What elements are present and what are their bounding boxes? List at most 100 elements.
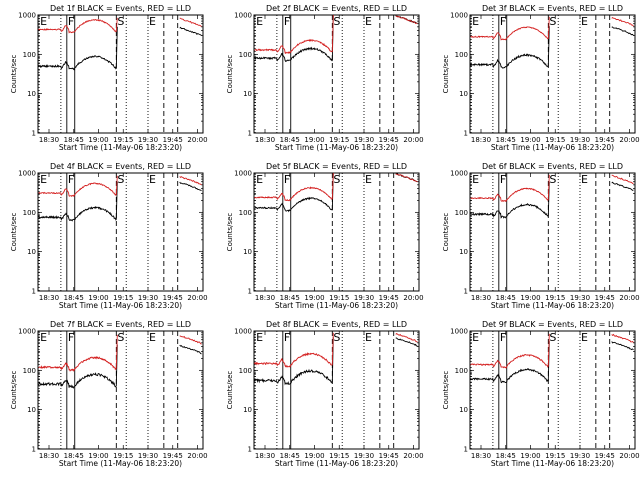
x-axis-label: Start Time (11-May-06 18:23:20) (59, 459, 182, 468)
series-lld-late (395, 15, 418, 25)
series-events (254, 172, 334, 213)
y-tick-label: 1 (32, 130, 36, 138)
x-tick-label: 18:45 (280, 294, 300, 302)
x-tick-label: 19:45 (163, 136, 183, 144)
y-axis-label: Counts/sec (10, 213, 18, 252)
x-tick-label: 19:45 (379, 452, 399, 460)
plot-frame (253, 330, 420, 450)
y-tick-label: 1 (464, 288, 468, 296)
annotation-label: E (581, 15, 588, 28)
y-tick-label: 1 (464, 130, 468, 138)
y-axis-label: Counts/sec (226, 371, 234, 410)
x-tick-label: 18:45 (496, 294, 516, 302)
y-tick-label: 1000 (234, 12, 252, 20)
x-tick-label: 19:45 (379, 136, 399, 144)
annotation-label: S (333, 173, 340, 186)
y-tick-label: 1000 (18, 170, 36, 178)
annotation-label: E (365, 331, 372, 344)
y-axis-label: Counts/sec (442, 55, 450, 94)
series-events (254, 337, 334, 386)
x-tick-label: 19:00 (88, 452, 108, 460)
series-events-late (611, 26, 634, 36)
x-tick-label: 19:00 (88, 294, 108, 302)
series-events-late (179, 26, 202, 36)
series-events-late (611, 341, 634, 351)
panel-det-1: Det 1f BLACK = Events, RED = LLD 1 10 100 10… (10, 4, 208, 152)
series-events-late (179, 181, 202, 192)
x-tick-label: 19:00 (304, 294, 324, 302)
panel-det-4: Det 4f BLACK = Events, RED = LLD 1 10 100 10… (10, 162, 208, 310)
x-tick-label: 18:30 (471, 294, 491, 302)
y-tick-label: 1000 (18, 328, 36, 336)
panel-title: Det 4f BLACK = Events, RED = LLD (50, 162, 191, 171)
panel-title: Det 2f BLACK = Events, RED = LLD (266, 4, 407, 13)
y-tick-label: 1000 (450, 170, 468, 178)
series-lld (470, 333, 550, 369)
plot-frame (37, 14, 204, 134)
y-tick-label: 10 (459, 248, 468, 256)
x-tick-label: 19:45 (595, 294, 615, 302)
panel-det-7: Det 7f BLACK = Events, RED = LLD 1 10 100 10… (10, 320, 208, 468)
annotation-label: F (68, 173, 74, 186)
x-tick-label: 20:00 (403, 452, 423, 460)
y-tick-label: 10 (459, 90, 468, 98)
y-tick-label: 1 (248, 446, 252, 454)
x-tick-label: 20:00 (403, 136, 423, 144)
y-tick-label: 10 (459, 406, 468, 414)
annotation-label: E (581, 331, 588, 344)
annotation-label: E (256, 331, 263, 344)
panel-det-3: Det 3f BLACK = Events, RED = LLD 1 10 100 10… (442, 4, 640, 152)
x-tick-label: 19:00 (520, 136, 540, 144)
panel-det-2: Det 2f BLACK = Events, RED = LLD 1 10 100 10… (226, 4, 424, 152)
series-lld-late (611, 174, 634, 185)
series-lld-late (611, 17, 634, 27)
x-tick-label: 20:00 (187, 452, 207, 460)
x-tick-label: 19:45 (163, 452, 183, 460)
series-events (38, 26, 118, 71)
x-tick-label: 18:30 (255, 452, 275, 460)
y-tick-label: 100 (23, 209, 36, 217)
x-tick-label: 19:15 (545, 136, 565, 144)
x-tick-label: 19:30 (570, 136, 590, 144)
x-tick-label: 18:45 (64, 452, 84, 460)
annotation-label: S (333, 15, 340, 28)
annotation-label: E (40, 331, 47, 344)
x-tick-label: 18:30 (255, 136, 275, 144)
x-tick-label: 19:15 (545, 452, 565, 460)
x-axis-label: Start Time (11-May-06 18:23:20) (491, 143, 614, 152)
y-axis-label: Counts/sec (442, 213, 450, 252)
annotation-label: S (333, 331, 340, 344)
x-tick-label: 19:00 (304, 452, 324, 460)
series-events (470, 181, 550, 219)
annotation-label: F (500, 331, 506, 344)
x-tick-label: 19:15 (329, 452, 349, 460)
y-axis-label: Counts/sec (10, 371, 18, 410)
x-axis-label: Start Time (11-May-06 18:23:20) (59, 143, 182, 152)
panel-title: Det 3f BLACK = Events, RED = LLD (482, 4, 623, 13)
annotation-label: F (68, 331, 74, 344)
panel-det-9: Det 9f BLACK = Events, RED = LLD 1 10 100 10… (442, 320, 640, 468)
series-events (470, 341, 550, 384)
y-tick-label: 1 (32, 288, 36, 296)
x-tick-label: 20:00 (619, 294, 639, 302)
series-events (470, 26, 550, 69)
annotation-label: E (149, 173, 156, 186)
x-tick-label: 18:30 (471, 136, 491, 144)
y-tick-label: 1000 (234, 170, 252, 178)
panel-det-8: Det 8f BLACK = Events, RED = LLD 1 10 100 10… (226, 320, 424, 468)
x-tick-label: 19:45 (595, 452, 615, 460)
annotation-label: E (40, 173, 47, 186)
annotation-label: E (40, 15, 47, 28)
annotation-label: E (149, 15, 156, 28)
x-tick-label: 18:45 (280, 136, 300, 144)
x-axis-label: Start Time (11-May-06 18:23:20) (491, 301, 614, 310)
y-tick-label: 100 (239, 209, 252, 217)
panel-title: Det 9f BLACK = Events, RED = LLD (482, 320, 623, 329)
annotation-label: E (472, 173, 479, 186)
y-tick-label: 1000 (450, 12, 468, 20)
x-tick-label: 19:45 (379, 294, 399, 302)
panel-title: Det 7f BLACK = Events, RED = LLD (50, 320, 191, 329)
x-tick-label: 19:30 (354, 294, 374, 302)
series-lld (254, 172, 334, 202)
x-tick-label: 18:45 (64, 136, 84, 144)
